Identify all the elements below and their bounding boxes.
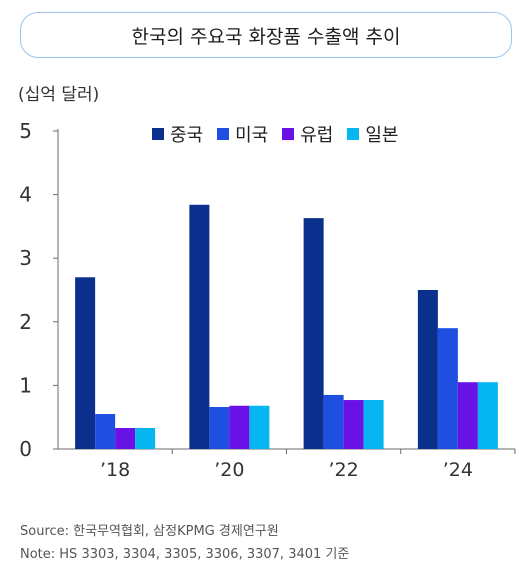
x-tick-label: ’20 (214, 459, 244, 481)
y-axis-unit-label: (십억 달러) (18, 85, 100, 105)
legend-item-china: 중국 (152, 121, 203, 147)
legend-label-usa: 미국 (235, 125, 269, 146)
bar (189, 204, 210, 449)
y-tick-label: 2 (19, 310, 32, 334)
x-tick-label: ’22 (329, 459, 359, 481)
bar (229, 405, 250, 449)
bar (417, 290, 438, 449)
legend-label-europe: 유럽 (300, 125, 334, 146)
legend-item-europe: 유럽 (282, 121, 333, 147)
bar (477, 382, 498, 449)
y-tick-label: 4 (19, 183, 32, 207)
legend-item-usa: 미국 (217, 121, 268, 147)
bar (95, 414, 116, 449)
y-tick-label: 0 (19, 437, 32, 461)
chart-title: 한국의 주요국 화장품 수출액 추이 (131, 25, 401, 48)
footnote: Note: HS 3303, 3304, 3305, 3306, 3307, 3… (20, 547, 350, 562)
bar (75, 277, 96, 449)
y-tick-label: 5 (19, 119, 32, 143)
y-tick-label: 1 (19, 373, 32, 397)
bar (437, 328, 458, 449)
bar (323, 394, 344, 449)
legend: 중국 미국 유럽 일본 (152, 121, 399, 147)
legend-label-china: 중국 (170, 125, 204, 146)
x-tick-label: ’24 (443, 459, 473, 481)
bar (343, 400, 364, 449)
legend-label-japan: 일본 (365, 125, 399, 146)
bar (135, 428, 156, 449)
bar (303, 218, 324, 449)
title-box: 한국의 주요국 화장품 수출액 추이 (20, 12, 512, 58)
legend-swatch-usa (217, 128, 230, 140)
y-tick-label: 3 (19, 246, 32, 270)
bar (249, 405, 270, 449)
bar (363, 400, 384, 449)
x-tick-label: ’18 (100, 459, 130, 481)
bar (115, 428, 136, 449)
bar (457, 382, 478, 449)
legend-swatch-japan (347, 128, 360, 140)
legend-item-japan: 일본 (347, 121, 399, 147)
legend-swatch-europe (282, 128, 295, 140)
bar (209, 407, 230, 449)
legend-swatch-china (152, 128, 164, 140)
source-note: Source: 한국무역협회, 삼정KPMG 경제연구원 (20, 524, 279, 539)
